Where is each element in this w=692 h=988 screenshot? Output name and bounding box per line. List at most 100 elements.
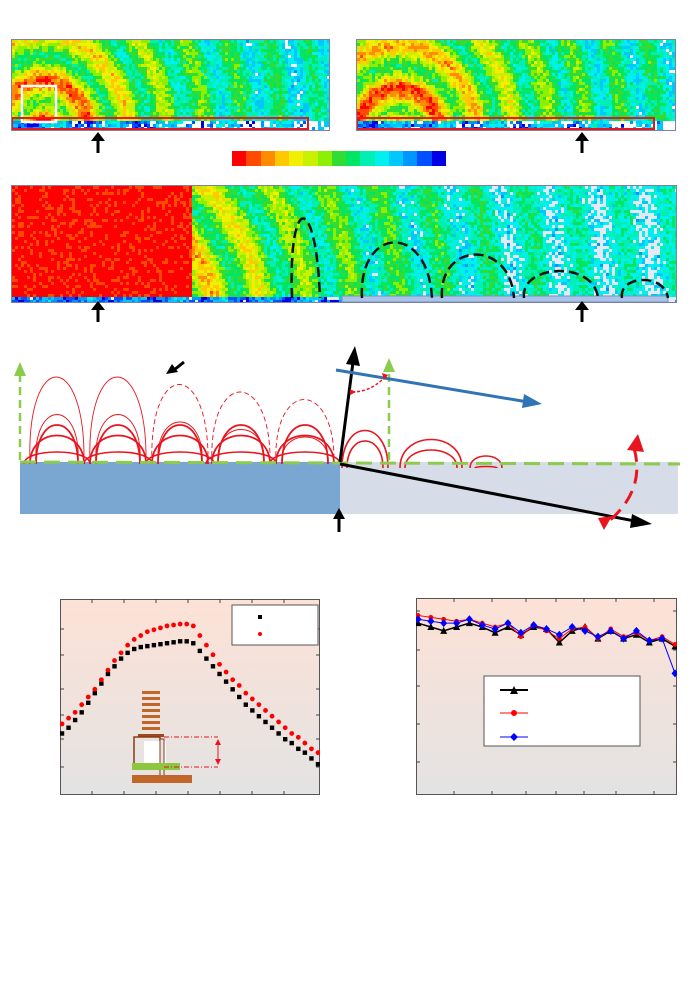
data-point — [171, 640, 176, 645]
angle-arc — [351, 377, 385, 393]
chart-left — [60, 599, 320, 795]
data-point — [177, 639, 183, 644]
data-point — [85, 694, 91, 700]
data-point — [276, 719, 282, 725]
data-point — [263, 719, 268, 725]
legend-circle-marker — [258, 632, 262, 636]
data-point — [236, 683, 242, 688]
data-point — [60, 731, 65, 736]
data-point — [250, 708, 255, 713]
data-point — [269, 725, 275, 730]
substrate-left — [20, 462, 340, 514]
chart-left-ticks — [60, 599, 320, 795]
field-pixels — [12, 186, 676, 302]
data-point — [309, 746, 314, 752]
substrate-strip — [341, 295, 669, 302]
data-point — [295, 734, 301, 740]
data-point — [282, 737, 288, 742]
data-point — [79, 702, 85, 708]
chart-left-marks — [60, 621, 320, 767]
data-point — [105, 671, 111, 677]
data-point — [465, 615, 473, 624]
data-point — [184, 621, 190, 627]
colorbar-swatch — [388, 151, 404, 166]
data-point — [302, 750, 308, 755]
data-point — [92, 690, 98, 696]
data-point — [594, 632, 602, 641]
data-point — [237, 694, 242, 700]
data-point — [131, 637, 137, 642]
top-left-field-panel — [11, 39, 330, 131]
data-point — [230, 687, 235, 692]
data-point — [478, 621, 486, 630]
pointer-arrow — [173, 360, 185, 372]
data-point — [204, 656, 209, 661]
colorbar-swatch — [360, 151, 375, 166]
dashed-wavefront — [440, 253, 516, 299]
wave-schematic — [14, 346, 681, 532]
chart-right-legend — [483, 675, 641, 747]
data-point — [256, 702, 262, 708]
wide-field-panel — [11, 185, 677, 303]
dashed-wavefront — [360, 241, 434, 299]
colorbar-swatch — [331, 151, 347, 166]
data-point — [440, 619, 448, 628]
top-left-up-arrow — [91, 132, 105, 153]
data-point — [315, 762, 320, 767]
top-right-field-panel — [356, 39, 676, 131]
colorbar-swatch — [274, 151, 290, 166]
data-point — [289, 731, 295, 736]
data-point — [217, 661, 222, 667]
data-point — [427, 623, 435, 631]
data-point — [223, 669, 229, 675]
data-point — [282, 725, 288, 731]
colorbar-swatch — [317, 151, 332, 166]
top-right-up-arrow — [575, 132, 589, 153]
data-point — [607, 626, 615, 635]
colorbar-swatch — [232, 151, 247, 166]
top-right-field — [357, 40, 675, 130]
field-pixels — [12, 40, 329, 130]
wide-field — [12, 186, 676, 302]
data-point — [197, 633, 203, 638]
data-point — [217, 671, 222, 677]
data-point — [504, 619, 512, 628]
data-point — [86, 700, 91, 705]
data-point — [453, 619, 461, 628]
data-point — [309, 756, 314, 761]
data-point — [568, 623, 576, 632]
tilted-arrow — [339, 462, 641, 524]
data-point — [289, 740, 294, 746]
data-point — [66, 715, 71, 721]
data-point — [491, 624, 499, 633]
colorbar-swatch — [246, 151, 261, 166]
data-point — [315, 750, 320, 756]
highlight-strip — [12, 117, 309, 130]
data-point — [118, 650, 124, 656]
data-point — [132, 646, 137, 652]
colorbar-swatch — [260, 151, 275, 166]
chart-left-legend — [231, 604, 319, 646]
data-point — [416, 615, 422, 624]
data-point — [99, 681, 104, 686]
data-point — [79, 710, 84, 715]
data-point — [256, 714, 262, 719]
highlight-strip — [357, 117, 655, 130]
data-point — [144, 629, 150, 635]
data-point — [60, 721, 65, 727]
data-point — [620, 634, 628, 643]
field-pixels — [357, 40, 675, 130]
normal-arrow — [338, 361, 355, 463]
data-point — [223, 679, 229, 684]
data-point — [210, 652, 216, 658]
data-point — [427, 617, 435, 626]
data-point — [191, 641, 196, 646]
colorbar-swatch — [303, 151, 318, 166]
data-point — [581, 626, 589, 635]
legend-red-circle-marker — [511, 710, 517, 716]
data-point — [98, 677, 104, 683]
colorbar-swatch — [431, 151, 446, 166]
data-point — [158, 625, 163, 631]
data-point — [112, 664, 117, 669]
chart-right-ticks — [416, 598, 677, 795]
